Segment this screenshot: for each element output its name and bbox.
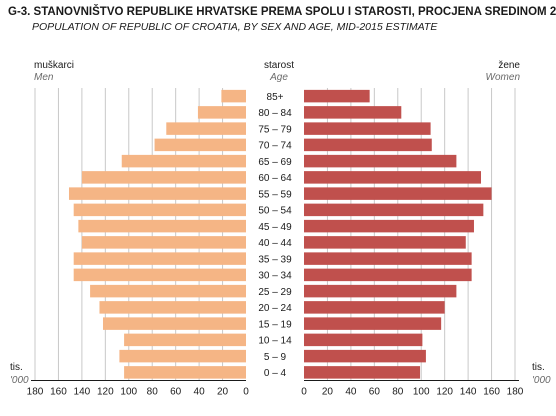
bar-men <box>78 219 246 233</box>
bar-men <box>197 106 246 119</box>
bar-women <box>304 154 457 168</box>
age-category-label: 25 – 29 <box>258 287 292 298</box>
age-category-label: 60 – 64 <box>258 173 292 184</box>
x-tick-label-right: 40 <box>345 387 357 398</box>
age-label-en: Age <box>269 72 288 83</box>
bar-women <box>304 366 421 379</box>
bar-men <box>102 317 246 330</box>
bar-men <box>124 366 246 379</box>
bar-men <box>119 349 246 363</box>
x-tick-label-left: 80 <box>147 387 159 398</box>
bar-women <box>304 106 402 119</box>
bar-men <box>90 284 246 298</box>
bar-women <box>304 268 472 282</box>
age-category-label: 55 – 59 <box>258 189 292 200</box>
bar-women <box>304 171 482 184</box>
bar-women <box>304 187 492 200</box>
x-tick-label-right: 140 <box>460 387 477 398</box>
age-category-label: 40 – 44 <box>258 238 292 249</box>
bar-men <box>73 203 246 217</box>
bar-men <box>121 154 246 168</box>
bar-women <box>304 89 370 103</box>
x-tick-label-left: 60 <box>170 387 182 398</box>
grid-lines <box>31 88 519 381</box>
bar-men <box>81 236 246 249</box>
x-tick-label-left: 160 <box>50 387 67 398</box>
age-category-label: 65 – 69 <box>258 157 292 168</box>
bar-women <box>304 138 432 152</box>
bar-men <box>166 122 246 135</box>
x-tick-label-right: 100 <box>413 387 430 398</box>
bar-men <box>73 252 246 265</box>
bar-women <box>304 349 426 363</box>
age-category-label: 35 – 39 <box>258 254 292 265</box>
x-tick-label-left: 20 <box>217 387 229 398</box>
bar-men <box>81 171 246 184</box>
age-category-label: 5 – 9 <box>264 352 287 363</box>
x-tick-label-left: 120 <box>97 387 114 398</box>
x-tick-label-right: 60 <box>369 387 381 398</box>
age-category-label: 30 – 34 <box>258 271 292 282</box>
age-category-label: 70 – 74 <box>258 141 292 152</box>
x-axis-ticks: 180 180 160 160 140 140 120 120 100 100 80 80 60 60 40… <box>27 387 524 398</box>
men-label: muškarci <box>34 60 74 71</box>
age-category-label: 20 – 24 <box>258 303 292 314</box>
x-tick-label-right: 0 <box>301 387 307 398</box>
x-tick-label-right: 160 <box>483 387 500 398</box>
bar-men <box>68 187 246 200</box>
x-tick-label-right: 180 <box>507 387 524 398</box>
bar-men <box>221 89 246 103</box>
bar-women <box>304 317 442 330</box>
bar-women <box>304 252 472 265</box>
bar-men <box>99 301 246 314</box>
x-tick-label-left: 0 <box>243 387 249 398</box>
age-category-label: 80 – 84 <box>258 108 292 119</box>
bar-women <box>304 284 457 298</box>
x-tick-label-right: 80 <box>392 387 404 398</box>
age-label: starost <box>264 60 294 71</box>
x-tick-label-left: 140 <box>74 387 91 398</box>
bar-women <box>304 219 474 233</box>
age-category-label: 85+ <box>267 92 284 103</box>
unit-label-right-en: '000 <box>532 375 551 386</box>
unit-label-right: tis. <box>532 362 545 373</box>
bar-men <box>73 268 246 282</box>
age-category-label: 10 – 14 <box>258 336 292 347</box>
women-label-en: Women <box>486 72 521 83</box>
age-category-labels: 85+ 80 – 84 75 – 79 70 – 74 65 – 69 60 – 64 55… <box>258 92 292 379</box>
age-category-label: 0 – 4 <box>264 368 287 379</box>
men-label-en: Men <box>34 72 54 83</box>
age-category-label: 15 – 19 <box>258 319 292 330</box>
bar-women <box>304 203 484 217</box>
chart-title: G-3. STANOVNIŠTVO REPUBLIKE HRVATSKE PRE… <box>8 5 556 18</box>
women-label: žene <box>498 60 520 71</box>
bars <box>68 89 492 379</box>
x-tick-label-left: 40 <box>194 387 206 398</box>
bar-women <box>304 333 423 347</box>
x-tick-label-right: 120 <box>436 387 453 398</box>
bar-men <box>154 138 246 152</box>
unit-label-left: tis. <box>10 362 23 373</box>
age-category-label: 50 – 54 <box>258 206 292 217</box>
bar-women <box>304 236 466 249</box>
chart-subtitle: POPULATION OF REPUBLIC OF CROATIA, BY SE… <box>32 21 438 33</box>
bar-women <box>304 122 431 135</box>
bar-men <box>124 333 246 347</box>
age-category-label: 75 – 79 <box>258 124 292 135</box>
x-tick-label-left: 100 <box>120 387 137 398</box>
x-tick-label-left: 180 <box>27 387 44 398</box>
bar-women <box>304 301 445 314</box>
x-tick-label-right: 20 <box>322 387 334 398</box>
unit-label-left-en: '000 <box>10 375 29 386</box>
age-category-label: 45 – 49 <box>258 222 292 233</box>
